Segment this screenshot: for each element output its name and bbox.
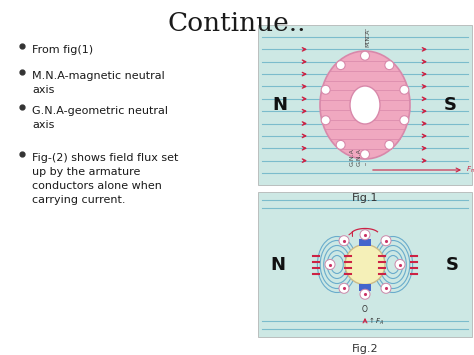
Ellipse shape bbox=[350, 86, 380, 124]
Circle shape bbox=[336, 61, 345, 70]
Text: S: S bbox=[444, 96, 456, 114]
Circle shape bbox=[360, 230, 370, 240]
Text: G.N.A-geometric neutral
axis: G.N.A-geometric neutral axis bbox=[32, 106, 168, 130]
Circle shape bbox=[385, 61, 394, 70]
Text: O: O bbox=[362, 305, 368, 314]
Circle shape bbox=[339, 236, 349, 246]
Circle shape bbox=[325, 260, 335, 269]
Bar bbox=[359, 239, 371, 246]
Text: G.N.A: G.N.A bbox=[357, 140, 363, 155]
Text: $\uparrow F_A$: $\uparrow F_A$ bbox=[367, 315, 384, 327]
Bar bbox=[258, 192, 472, 337]
Text: M.N.A-magnetic neutral
axis: M.N.A-magnetic neutral axis bbox=[32, 71, 165, 95]
Circle shape bbox=[336, 140, 345, 149]
Circle shape bbox=[385, 140, 394, 149]
Circle shape bbox=[395, 260, 405, 269]
Text: G.N.A: G.N.A bbox=[357, 148, 362, 166]
Text: S: S bbox=[446, 256, 458, 273]
Circle shape bbox=[345, 245, 385, 284]
Text: G.N.A: G.N.A bbox=[350, 148, 355, 166]
Text: Fig.1: Fig.1 bbox=[352, 193, 378, 203]
Circle shape bbox=[381, 236, 391, 246]
Bar bbox=[258, 25, 472, 185]
Text: Continue..: Continue.. bbox=[168, 11, 306, 36]
Circle shape bbox=[321, 85, 330, 94]
Circle shape bbox=[339, 283, 349, 293]
Text: From fig(1): From fig(1) bbox=[32, 45, 93, 55]
Text: N: N bbox=[271, 256, 285, 273]
Circle shape bbox=[361, 150, 370, 159]
Bar bbox=[359, 284, 371, 290]
Circle shape bbox=[400, 116, 409, 125]
Circle shape bbox=[381, 283, 391, 293]
Ellipse shape bbox=[320, 51, 410, 159]
Circle shape bbox=[400, 85, 409, 94]
Circle shape bbox=[361, 51, 370, 60]
Text: $F_m$: $F_m$ bbox=[466, 165, 474, 175]
Text: Fig.2: Fig.2 bbox=[352, 344, 378, 354]
Text: M.N.A: M.N.A bbox=[365, 139, 370, 155]
Circle shape bbox=[321, 116, 330, 125]
Text: Fig-(2) shows field flux set
up by the armature
conductors alone when
carrying c: Fig-(2) shows field flux set up by the a… bbox=[32, 153, 178, 205]
Text: M.N.A: M.N.A bbox=[365, 29, 371, 47]
Text: N: N bbox=[273, 96, 288, 114]
Circle shape bbox=[360, 289, 370, 299]
